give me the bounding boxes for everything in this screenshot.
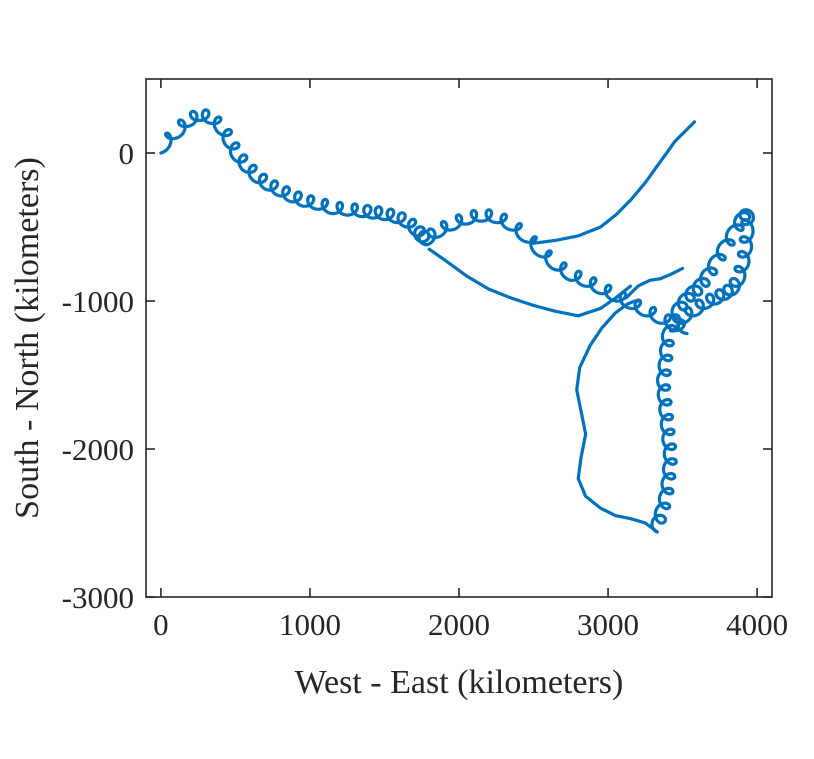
x-tick-label: 4000 bbox=[726, 607, 788, 642]
y-tick-label: -2000 bbox=[62, 432, 134, 467]
trajectory-segment-3 bbox=[624, 266, 685, 300]
y-tick-label: -1000 bbox=[62, 284, 134, 319]
trajectory-segment-0 bbox=[159, 108, 689, 336]
trajectory-segment-1 bbox=[427, 247, 633, 318]
tick-labels: 0 1000 2000 3000 4000 0 -1000 -2000 -3000 bbox=[62, 136, 788, 642]
y-axis-label: South - North (kilometers) bbox=[9, 157, 46, 519]
x-tick-label: 1000 bbox=[279, 607, 341, 642]
trajectory-segment-2 bbox=[531, 120, 697, 245]
x-tick-label: 3000 bbox=[577, 607, 639, 642]
trajectory-lines bbox=[159, 108, 756, 534]
x-axis-label: West - East (kilometers) bbox=[295, 664, 624, 701]
trajectory-segment-4 bbox=[650, 323, 678, 534]
trajectory-segment-5 bbox=[575, 299, 659, 534]
y-tick-label: -3000 bbox=[62, 580, 134, 615]
x-tick-label: 0 bbox=[153, 607, 169, 642]
trajectory-segment-6 bbox=[668, 208, 756, 333]
x-tick-label: 2000 bbox=[428, 607, 490, 642]
y-tick-label: 0 bbox=[119, 136, 135, 171]
tick-marks bbox=[146, 79, 772, 598]
